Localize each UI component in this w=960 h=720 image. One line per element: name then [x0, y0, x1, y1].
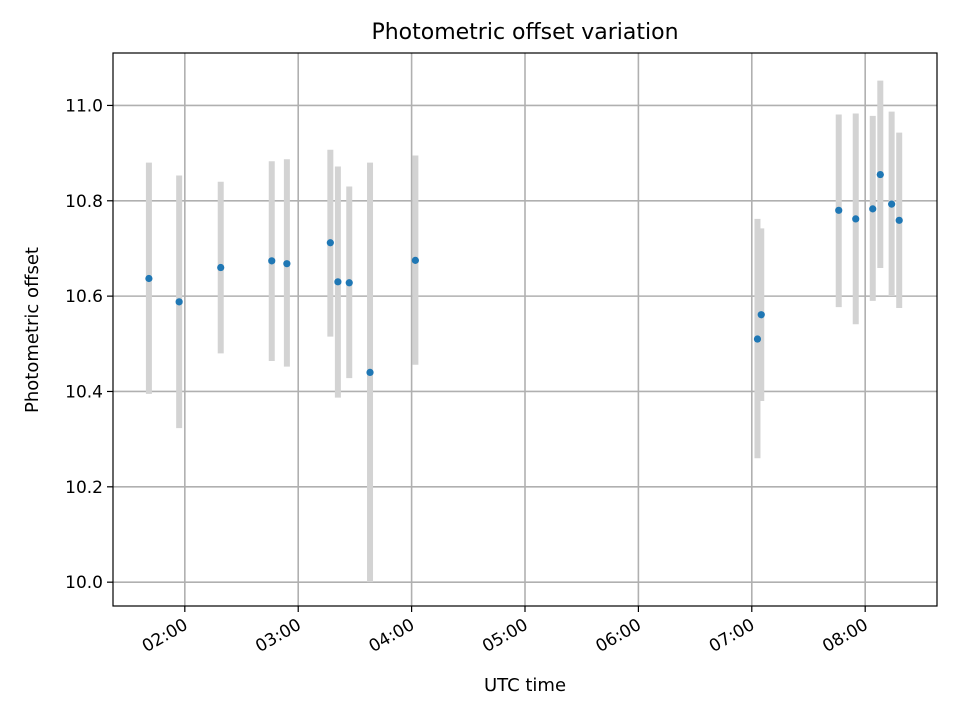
data-point — [835, 206, 843, 214]
data-point — [217, 263, 225, 272]
y-tick-label: 10.2 — [65, 478, 103, 498]
y-axis-ticks: 10.0 10.2 10.4 10.6 10.8 11.0 — [65, 96, 113, 593]
data-points — [145, 170, 903, 377]
data-point — [268, 257, 276, 265]
data-point — [283, 260, 291, 268]
data-point — [334, 278, 342, 286]
data-point — [753, 335, 762, 343]
y-tick-label: 10.0 — [65, 573, 103, 593]
x-tick-label: 02:00 — [139, 615, 191, 657]
data-point — [345, 279, 353, 287]
x-axis-label: UTC time — [484, 675, 566, 696]
error-bars — [145, 80, 903, 583]
x-tick-label: 04:00 — [366, 615, 418, 657]
y-tick-label: 11.0 — [65, 96, 103, 116]
x-axis-ticks: 02:00 03:00 04:00 05:00 06:00 07:00 08:00 — [139, 606, 872, 657]
x-tick-label: 05:00 — [479, 615, 531, 657]
y-tick-label: 10.8 — [65, 192, 103, 212]
y-tick-label: 10.6 — [65, 287, 103, 307]
x-tick-label: 03:00 — [252, 615, 304, 657]
x-tick-label: 08:00 — [819, 615, 871, 657]
data-point — [888, 200, 896, 208]
data-point — [876, 170, 884, 179]
x-tick-label: 07:00 — [706, 615, 758, 657]
data-point — [895, 216, 903, 224]
data-point — [366, 368, 374, 377]
chart-title: Photometric offset variation — [371, 20, 678, 45]
grid-lines — [113, 53, 937, 606]
data-point — [757, 311, 765, 319]
y-axis-label: Photometric offset — [22, 247, 43, 413]
data-point — [326, 239, 334, 247]
data-point — [145, 274, 153, 283]
x-tick-label: 06:00 — [592, 615, 644, 657]
data-point — [175, 298, 183, 306]
data-point — [852, 215, 860, 223]
data-point — [411, 256, 419, 264]
y-tick-label: 10.4 — [65, 382, 103, 402]
data-point — [869, 205, 877, 213]
